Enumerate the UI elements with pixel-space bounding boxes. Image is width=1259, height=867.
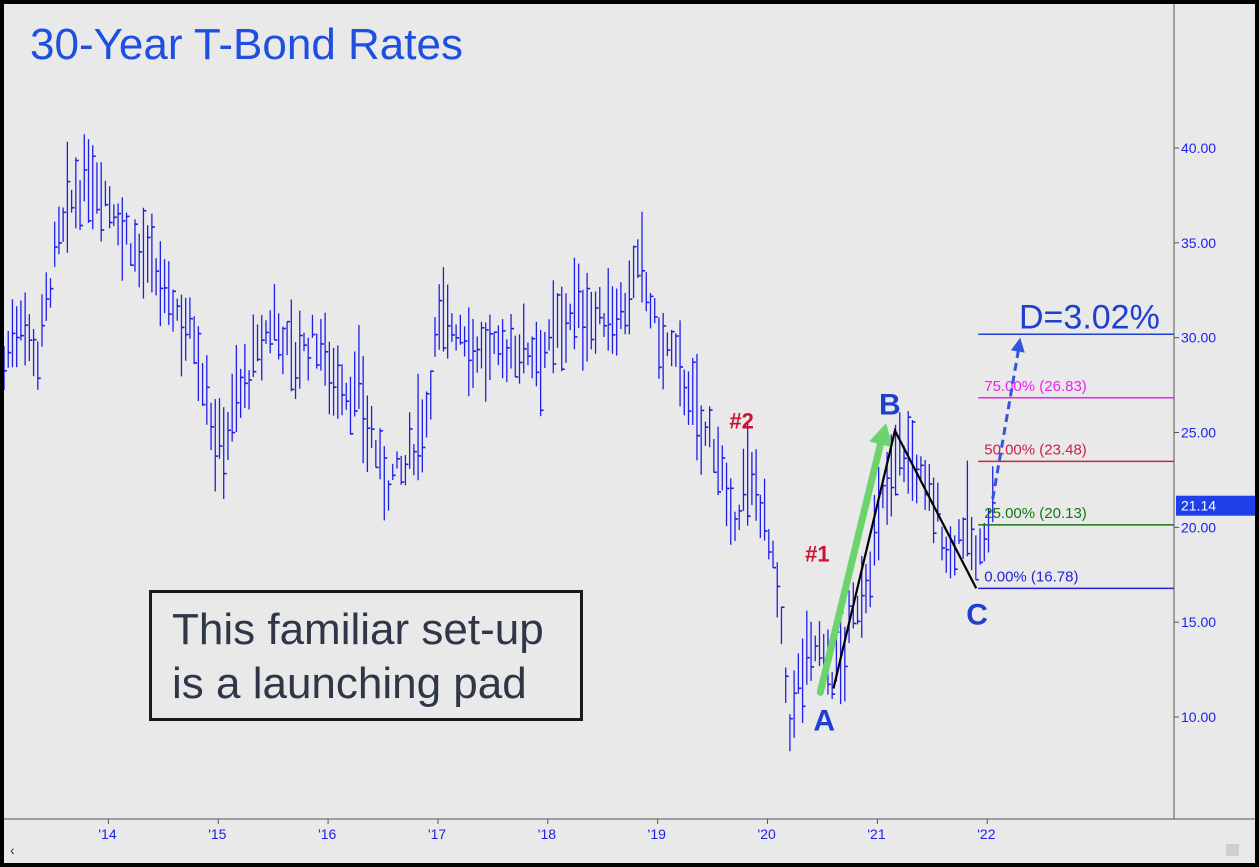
x-tick-label: '21 — [867, 826, 885, 842]
impulse-arrow-shaft — [816, 433, 886, 696]
x-tick-label: '17 — [428, 826, 446, 842]
pattern-point-label-a: A — [813, 705, 835, 738]
scroll-right-button[interactable] — [1226, 844, 1239, 856]
chart-frame: 10.00 15.00 20.00 25.00 30.00 35.00 40.00 '14 '1… — [4, 4, 1255, 863]
fib-level-label: 0.00% (16.78) — [984, 568, 1078, 585]
callout-box: This familiar set-up is a launching pad — [149, 590, 583, 721]
last-price-badge — [1176, 495, 1255, 516]
scroll-left-arrow[interactable]: ‹ — [10, 842, 15, 858]
abc-pattern-line — [832, 427, 978, 689]
x-tick-label: '16 — [318, 826, 336, 842]
price-bars — [4, 134, 996, 752]
pattern-point-label-b: B — [879, 389, 901, 422]
y-tick-label: 20.00 — [1181, 519, 1216, 535]
chart-title: 30-Year T-Bond Rates — [30, 20, 463, 69]
x-tick-label: '15 — [208, 826, 226, 842]
x-tick-label: '14 — [98, 826, 116, 842]
y-tick-label: 10.00 — [1181, 709, 1216, 725]
chart-canvas: 10.00 15.00 20.00 25.00 30.00 35.00 40.00 '14 '1… — [4, 4, 1255, 842]
annotation-label: #2 — [729, 409, 753, 434]
x-tick-label: '18 — [538, 826, 556, 842]
impulse-arrow-head — [869, 423, 893, 448]
fib-level-label: 75.00% (26.83) — [984, 378, 1087, 395]
callout-line-2: is a launching pad — [172, 659, 527, 708]
y-tick-label: 35.00 — [1181, 235, 1216, 251]
y-tick-label: 15.00 — [1181, 614, 1216, 630]
y-tick-label: 40.00 — [1181, 140, 1216, 156]
projection-arrow-shaft — [991, 345, 1021, 500]
x-tick-label: '19 — [648, 826, 666, 842]
x-tick-label: '20 — [758, 826, 776, 842]
target-label: D=3.02% — [1019, 298, 1160, 336]
x-tick-label: '22 — [977, 826, 995, 842]
y-tick-label: 30.00 — [1181, 330, 1216, 346]
callout-line-1: This familiar set-up — [172, 605, 544, 654]
projection-arrow-head — [1010, 337, 1025, 353]
fib-level-label: 50.00% (23.48) — [984, 441, 1087, 458]
fib-level-label: 25.00% (20.13) — [984, 505, 1087, 522]
pattern-point-label-c: C — [966, 598, 988, 631]
annotation-label: #1 — [805, 541, 829, 566]
last-price-label: 21.14 — [1181, 498, 1216, 514]
y-tick-label: 25.00 — [1181, 425, 1216, 441]
